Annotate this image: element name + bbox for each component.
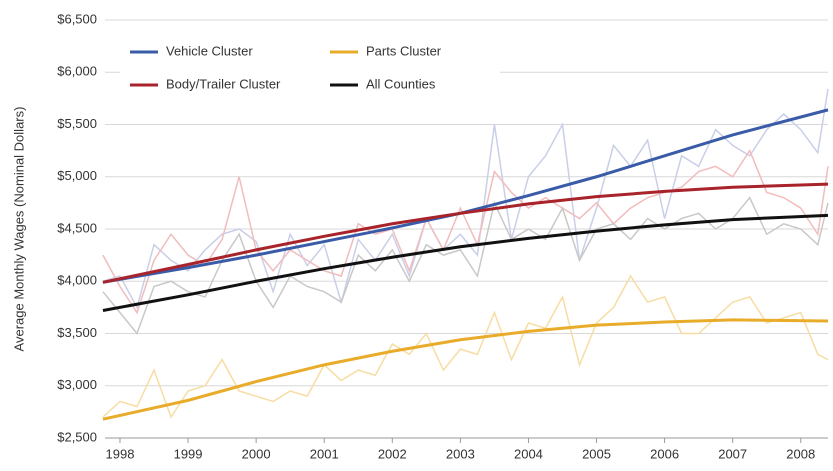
y-tick-label: $5,500 bbox=[57, 116, 97, 131]
x-tick-label: 1999 bbox=[174, 446, 203, 461]
y-tick-label: $4,500 bbox=[57, 220, 97, 235]
trend-line bbox=[102, 213, 829, 312]
y-tick-label: $5,000 bbox=[57, 168, 97, 183]
trend-line bbox=[102, 182, 829, 284]
legend-label: Vehicle Cluster bbox=[166, 43, 253, 58]
x-tick-label: 2001 bbox=[310, 446, 339, 461]
x-tick-label: 2006 bbox=[650, 446, 679, 461]
y-tick-label: $4,000 bbox=[57, 273, 97, 288]
legend-box bbox=[120, 35, 500, 100]
y-tick-label: $6,500 bbox=[57, 11, 97, 26]
y-tick-label: $2,500 bbox=[57, 429, 97, 444]
y-tick-label: $3,000 bbox=[57, 377, 97, 392]
trend-line bbox=[102, 318, 829, 421]
raw-line bbox=[102, 149, 829, 315]
x-tick-label: 2005 bbox=[582, 446, 611, 461]
legend-label: All Counties bbox=[366, 76, 436, 91]
x-tick-label: 1998 bbox=[106, 446, 135, 461]
y-axis-label: Average Monthly Wages (Nominal Dollars) bbox=[11, 107, 26, 352]
raw-line bbox=[102, 274, 829, 419]
legend-label: Parts Cluster bbox=[366, 43, 442, 58]
x-tick-label: 2004 bbox=[514, 446, 543, 461]
x-tick-label: 2002 bbox=[378, 446, 407, 461]
legend-label: Body/Trailer Cluster bbox=[166, 76, 281, 91]
y-tick-label: $3,500 bbox=[57, 325, 97, 340]
x-tick-label: 2000 bbox=[242, 446, 271, 461]
x-tick-label: 2007 bbox=[718, 446, 747, 461]
x-tick-label: 2003 bbox=[446, 446, 475, 461]
raw-line bbox=[102, 88, 829, 310]
x-tick-label: 2008 bbox=[786, 446, 815, 461]
y-tick-label: $6,000 bbox=[57, 64, 97, 79]
